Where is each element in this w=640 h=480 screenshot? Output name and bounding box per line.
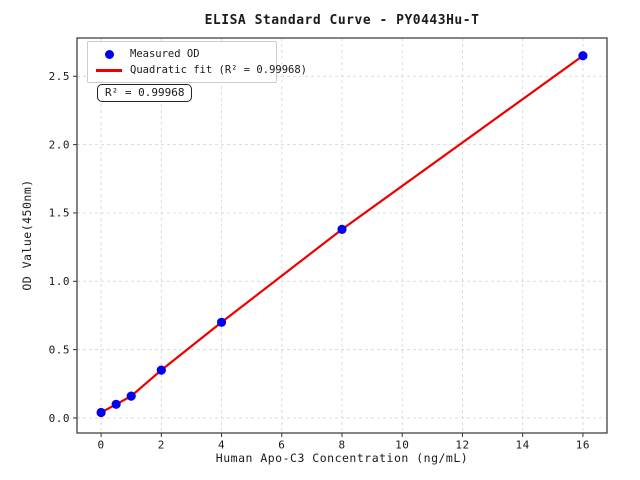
y-axis-label: OD Value(450nm) xyxy=(20,179,34,291)
blue-dot-marker-icon xyxy=(104,49,114,59)
data-point xyxy=(578,51,588,61)
x-axis-label: Human Apo-C3 Concentration (ng/mL) xyxy=(215,451,469,465)
y-tick-label: 1.5 xyxy=(49,207,70,220)
y-tick-label: 1.0 xyxy=(49,275,70,288)
y-tick-label: 2.5 xyxy=(49,70,70,83)
red-line-marker-icon xyxy=(96,68,122,72)
data-point xyxy=(216,317,227,327)
y-tick-label: 0.0 xyxy=(49,412,70,425)
y-tick-label: 0.5 xyxy=(49,343,70,356)
x-tick-label: 2 xyxy=(158,439,165,452)
data-point xyxy=(126,391,136,401)
legend-entry-quadratic-fit: Quadratic fit (R² = 0.99968) xyxy=(94,62,307,78)
data-point xyxy=(156,365,166,375)
data-point xyxy=(96,407,106,418)
x-tick-label: 10 xyxy=(395,439,409,452)
y-tick-label: 2.0 xyxy=(49,138,70,151)
x-tick-label: 0 xyxy=(98,439,105,452)
plot-spines xyxy=(76,37,608,434)
x-tick-label: 12 xyxy=(455,439,469,452)
x-tick-label: 14 xyxy=(516,439,530,452)
legend-swatch xyxy=(94,49,124,59)
chart-title: ELISA Standard Curve - PY0443Hu-T xyxy=(204,13,480,28)
legend-entry-measured-od: Measured OD xyxy=(94,46,268,62)
legend: Measured OD Quadratic fit (R² = 0.99968) xyxy=(87,41,307,83)
x-tick-label: 4 xyxy=(218,439,225,452)
x-tick-label: 6 xyxy=(278,439,285,452)
r-squared-annotation: R² = 0.99968 xyxy=(97,84,193,102)
data-point xyxy=(111,399,121,409)
x-tick-label: 16 xyxy=(576,439,590,452)
data-point xyxy=(337,224,347,234)
legend-swatch xyxy=(94,68,124,72)
x-tick-label: 8 xyxy=(338,439,345,452)
legend-label: Measured OD xyxy=(130,48,200,60)
legend-label: Quadratic fit (R² = 0.99968) xyxy=(130,64,308,76)
